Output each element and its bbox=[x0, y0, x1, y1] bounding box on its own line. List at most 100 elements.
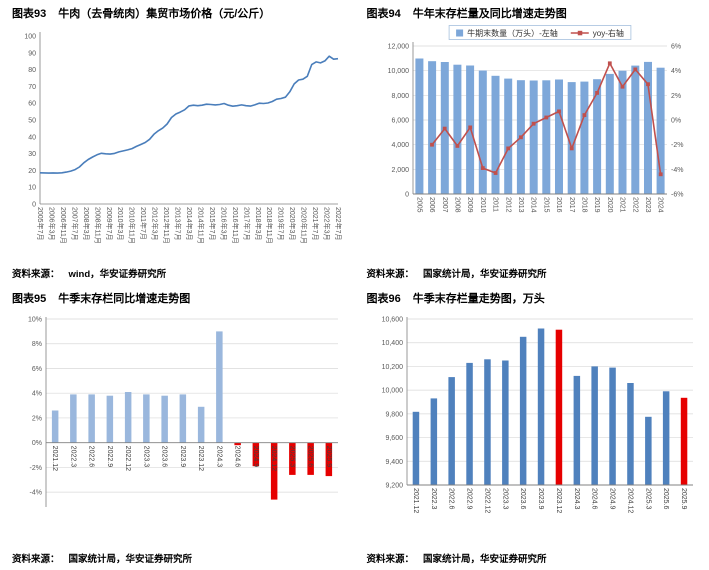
svg-text:-4%: -4% bbox=[30, 490, 42, 497]
svg-text:2022.9: 2022.9 bbox=[465, 488, 472, 510]
bar bbox=[608, 367, 616, 486]
source-prefix: 资料来源： bbox=[12, 554, 60, 565]
svg-text:2014: 2014 bbox=[529, 197, 536, 213]
svg-text:2024.3: 2024.3 bbox=[572, 488, 579, 510]
bar bbox=[643, 62, 652, 195]
figure-panel-96: 图表96 牛季末存栏量走势图，万头 9,200 9,400 9,600 9,800 10… bbox=[355, 285, 709, 570]
svg-text:2023.12: 2023.12 bbox=[554, 488, 561, 513]
bar bbox=[414, 58, 423, 195]
bar bbox=[452, 64, 461, 195]
bar bbox=[554, 79, 563, 195]
svg-text:8%: 8% bbox=[32, 341, 42, 348]
figure-95-label: 图表95 bbox=[12, 293, 47, 305]
svg-text:6%: 6% bbox=[32, 366, 42, 373]
svg-text:2017年7月: 2017年7月 bbox=[242, 207, 251, 240]
figure-96-title: 牛季末存栏量走势图，万头 bbox=[412, 293, 545, 305]
svg-text:2014年3月: 2014年3月 bbox=[185, 207, 194, 240]
svg-text:0: 0 bbox=[405, 192, 409, 199]
svg-text:yoy-右轴: yoy-右轴 bbox=[592, 28, 623, 38]
svg-text:2024.6: 2024.6 bbox=[590, 488, 597, 510]
svg-text:2022.12: 2022.12 bbox=[124, 446, 131, 471]
bar bbox=[124, 392, 132, 443]
yoy-marker bbox=[556, 109, 561, 114]
svg-text:2016年11月: 2016年11月 bbox=[231, 207, 240, 244]
bar bbox=[465, 363, 473, 486]
yoy-marker bbox=[518, 135, 523, 140]
gridlines bbox=[46, 318, 338, 493]
right-axis-labels: -6% -4% -2% 0% 2% 4% 6% bbox=[671, 44, 683, 199]
svg-text:10%: 10% bbox=[28, 317, 42, 324]
svg-text:2021.12: 2021.12 bbox=[411, 488, 418, 513]
svg-text:2019年7月: 2019年7月 bbox=[277, 207, 286, 240]
figure-94-title: 牛年末存栏量及同比增速走势图 bbox=[412, 8, 567, 20]
svg-text:2021.12: 2021.12 bbox=[51, 446, 58, 471]
svg-text:9,600: 9,600 bbox=[385, 435, 403, 442]
svg-text:2012: 2012 bbox=[504, 197, 511, 213]
chart-canvas: 0 10 20 30 40 50 60 70 80 90 100 2005年7月 2006年3月 2006… bbox=[24, 32, 343, 244]
legend-box bbox=[448, 25, 631, 41]
yoy-marker bbox=[467, 125, 472, 130]
bar bbox=[289, 442, 296, 476]
svg-text:2011年7月: 2011年7月 bbox=[139, 207, 148, 240]
svg-text:2024: 2024 bbox=[656, 197, 663, 213]
bar bbox=[51, 410, 59, 443]
source-prefix: 资料来源： bbox=[366, 269, 415, 280]
bar bbox=[325, 442, 333, 477]
bar bbox=[555, 329, 562, 486]
svg-text:80: 80 bbox=[28, 67, 36, 74]
svg-text:2006年3月: 2006年3月 bbox=[47, 207, 56, 240]
figure-94-source: 资料来源： 国家统计局，华安证券研究所 bbox=[367, 266, 700, 280]
figure-94-label: 图表94 bbox=[366, 8, 401, 20]
bar bbox=[270, 442, 278, 500]
svg-text:-6%: -6% bbox=[671, 192, 683, 199]
bar bbox=[644, 416, 652, 486]
svg-text:2021: 2021 bbox=[618, 197, 625, 213]
svg-text:2008年3月: 2008年3月 bbox=[82, 207, 91, 240]
bar bbox=[590, 366, 598, 486]
svg-text:2025.6: 2025.6 bbox=[662, 488, 669, 510]
svg-text:100: 100 bbox=[24, 34, 36, 41]
svg-text:2025.6: 2025.6 bbox=[307, 446, 314, 468]
yoy-marker bbox=[480, 166, 485, 171]
bar bbox=[252, 442, 260, 467]
svg-text:2023.9: 2023.9 bbox=[179, 446, 186, 468]
bar bbox=[630, 65, 639, 195]
svg-text:2024.12: 2024.12 bbox=[626, 488, 633, 513]
source-text: 国家统计局，华安证券研究所 bbox=[68, 554, 193, 565]
svg-text:2007: 2007 bbox=[440, 197, 447, 213]
svg-text:12,000: 12,000 bbox=[387, 44, 409, 51]
bar bbox=[447, 377, 455, 486]
svg-text:2007年7月: 2007年7月 bbox=[70, 207, 79, 240]
svg-text:2009年7月: 2009年7月 bbox=[105, 207, 114, 240]
yoy-line bbox=[429, 61, 663, 177]
svg-text:2024.9: 2024.9 bbox=[608, 488, 615, 510]
svg-text:30: 30 bbox=[28, 151, 36, 158]
svg-text:10,000: 10,000 bbox=[387, 68, 409, 75]
x-axis-labels: 2005 2006 2007 2008 2009 2010 2011 2012 2013 2014… bbox=[415, 197, 663, 213]
svg-text:2023: 2023 bbox=[643, 197, 650, 213]
svg-text:2016年3月: 2016年3月 bbox=[219, 207, 228, 240]
source-text: 国家统计局，华安证券研究所 bbox=[423, 554, 547, 565]
chart-canvas: 02,0004,0006,0008,00010,00012,000-6%-4%-… bbox=[387, 25, 683, 213]
yoy-marker bbox=[429, 142, 434, 147]
svg-text:2015: 2015 bbox=[542, 197, 549, 213]
svg-text:2020年11月: 2020年11月 bbox=[300, 207, 309, 244]
cattle-yearend-inventory-chart: 0 2,000 4,000 6,000 8,000 10,000 12,000 -6% -4% -… bbox=[367, 24, 700, 250]
figure-95-source: 资料来源： 国家统计局，华安证券研究所 bbox=[12, 551, 345, 565]
figure-93-header: 图表93 牛肉（去骨统肉）集贸市场价格（元/公斤） bbox=[12, 8, 345, 21]
svg-text:2022.6: 2022.6 bbox=[447, 488, 454, 510]
yoy-marker bbox=[607, 61, 612, 66]
source-text: wind，华安证券研究所 bbox=[68, 269, 167, 280]
bar bbox=[579, 81, 588, 195]
svg-text:4,000: 4,000 bbox=[391, 142, 409, 149]
yoy-marker bbox=[531, 121, 535, 126]
svg-text:8,000: 8,000 bbox=[391, 93, 409, 100]
svg-text:2%: 2% bbox=[32, 416, 42, 423]
svg-text:0%: 0% bbox=[671, 118, 681, 125]
svg-text:2018年3月: 2018年3月 bbox=[254, 207, 263, 240]
bar bbox=[143, 394, 150, 443]
bar bbox=[427, 61, 436, 195]
svg-text:2022.9: 2022.9 bbox=[106, 446, 113, 468]
yoy-marker bbox=[582, 113, 586, 118]
svg-text:2012年3月: 2012年3月 bbox=[151, 207, 160, 240]
